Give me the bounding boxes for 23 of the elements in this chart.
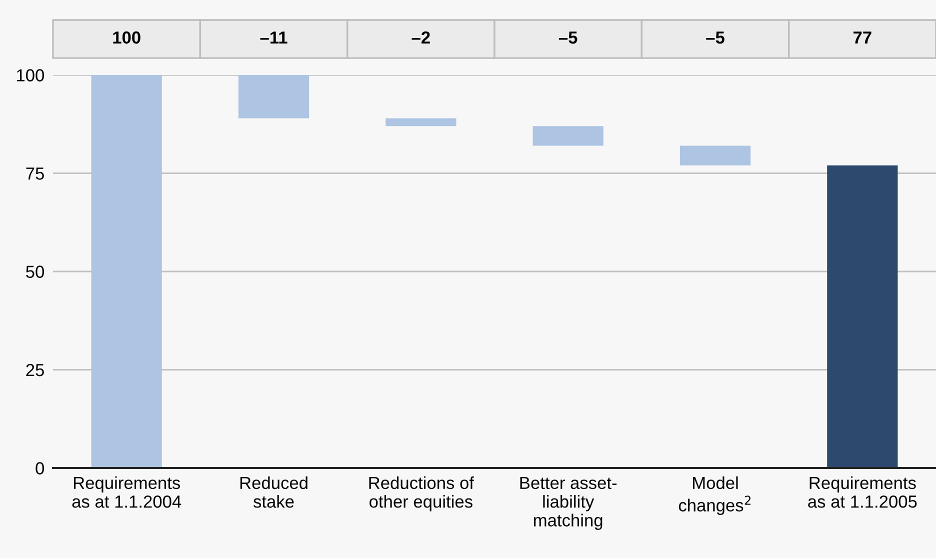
data-label: –2 xyxy=(412,31,430,44)
x-tick-label: Better asset- liability matching xyxy=(520,476,617,530)
bar xyxy=(827,165,898,468)
bar xyxy=(238,75,310,118)
y-tick-label: 0 xyxy=(36,462,44,474)
bar xyxy=(532,126,604,146)
x-tick-label: Model changes$^{2}$ xyxy=(678,476,751,515)
bar xyxy=(680,146,751,166)
data-label: 77 xyxy=(854,32,872,44)
data-label: –5 xyxy=(558,32,578,44)
y-tick-label: 50 xyxy=(26,266,44,278)
data-label: 100 xyxy=(113,31,140,44)
y-tick-label: 75 xyxy=(26,168,44,180)
bar xyxy=(386,118,456,126)
bar xyxy=(91,75,162,468)
data-label: –11 xyxy=(260,32,288,44)
x-tick-label: Reduced stake xyxy=(240,476,308,508)
y-tick-label: 25 xyxy=(26,364,44,376)
x-tick-label: Requirements as at 1.1.2005 xyxy=(808,476,917,508)
y-tick-label: 100 xyxy=(17,69,44,82)
x-tick-label: Reductions of other equities xyxy=(369,476,474,512)
data-label: –5 xyxy=(706,32,724,44)
x-tick-label: Requirements as at 1.1.2004 xyxy=(72,476,182,508)
